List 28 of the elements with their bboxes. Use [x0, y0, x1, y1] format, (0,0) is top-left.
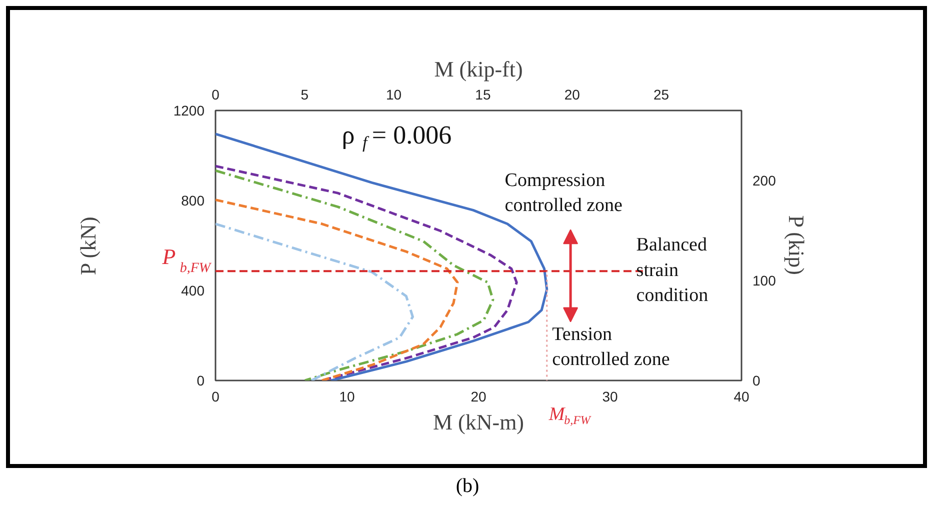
y2-tick-label: 100	[752, 272, 776, 288]
x-axis-title: M (kN-m)	[432, 410, 524, 434]
x2-tick-label: 25	[653, 86, 670, 102]
y-axis-title: P (kN)	[75, 216, 100, 276]
y-tick-label: 1200	[173, 102, 205, 118]
x2-tick-label: 10	[386, 86, 402, 102]
y-tick-label: 0	[196, 372, 205, 388]
x2-axis-title: M (kip-ft)	[434, 56, 523, 82]
annotation: Compression controlled zone	[504, 170, 622, 216]
y-tick-label: 400	[181, 282, 205, 298]
y2-axis-title: P (kip)	[784, 215, 809, 275]
x2-tick-label: 5	[300, 86, 309, 102]
line-series	[216, 222, 414, 380]
x-tick-label: 10	[339, 388, 355, 404]
line-series	[216, 198, 459, 380]
x2-tick-label: 15	[475, 86, 491, 102]
x2-tick-label: 0	[212, 86, 220, 102]
x-tick-label: 30	[602, 388, 618, 404]
x-tick-label: 20	[470, 388, 486, 404]
annotation: Balanced strain condition	[636, 234, 709, 306]
x-tick-label: 0	[212, 388, 220, 404]
y2-tick-label: 0	[752, 372, 760, 388]
x2-tick-label: 20	[564, 86, 580, 102]
y2-tick-label: 200	[752, 172, 776, 188]
annotation: Tension controlled zone	[552, 324, 670, 370]
x-tick-label: 40	[734, 388, 750, 404]
y-tick-label: 800	[181, 192, 205, 208]
text: (b)	[456, 474, 480, 499]
